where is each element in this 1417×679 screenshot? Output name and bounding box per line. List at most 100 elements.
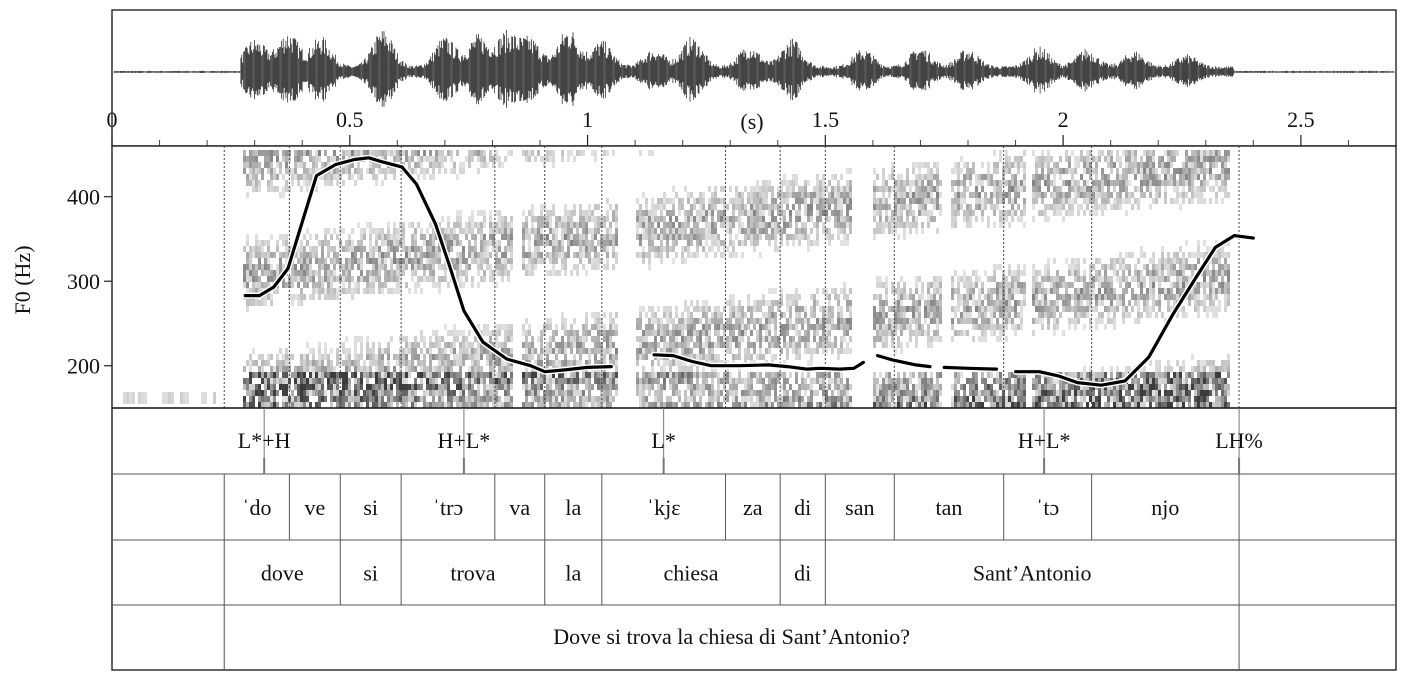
spectrogram-cell — [702, 228, 705, 234]
spectrogram-cell — [597, 378, 600, 384]
spectrogram-cell — [375, 174, 378, 180]
spectrogram-cell — [921, 174, 924, 180]
spectrogram-cell — [993, 186, 996, 192]
spectrogram-cell — [450, 342, 453, 348]
spectrogram-cell — [366, 168, 369, 174]
spectrogram-cell — [462, 378, 465, 384]
spectrogram-cell — [549, 216, 552, 222]
spectrogram-cell — [636, 252, 639, 258]
spectrogram-cell — [783, 192, 786, 198]
spectrogram-cell — [477, 348, 480, 354]
spectrogram-cell — [438, 252, 441, 258]
spectrogram-cell — [816, 180, 819, 186]
spectrogram-cell — [282, 402, 285, 408]
spectrogram-cell — [249, 168, 252, 174]
spectrogram-cell — [903, 180, 906, 186]
spectrogram-cell — [591, 234, 594, 240]
spectrogram-cell — [774, 312, 777, 318]
spectrogram-cell — [558, 384, 561, 390]
spectrogram-cell — [714, 342, 717, 348]
spectrogram-cell — [789, 318, 792, 324]
spectrogram-cell — [840, 372, 843, 378]
spectrogram-cell — [264, 264, 267, 270]
spectrogram-cell — [486, 390, 489, 396]
spectrogram-cell — [918, 312, 921, 318]
spectrogram-cell — [366, 336, 369, 342]
spectrogram-cell — [249, 354, 252, 360]
spectrogram-cell — [897, 324, 900, 330]
spectrogram-cell — [294, 174, 297, 180]
spectrogram-cell — [285, 234, 288, 240]
spectrogram-cell — [459, 228, 462, 234]
spectrogram-cell — [438, 372, 441, 378]
spectrogram-cell — [822, 324, 825, 330]
spectrogram-cell — [537, 402, 540, 408]
spectrogram-cell — [333, 150, 336, 156]
spectrogram-cell — [681, 198, 684, 204]
spectrogram-cell — [255, 246, 258, 252]
spectrogram-cell — [927, 174, 930, 180]
spectrogram-cell — [915, 222, 918, 228]
spectrogram-cell — [969, 204, 972, 210]
spectrogram-cell — [468, 348, 471, 354]
spectrogram-cell — [321, 378, 324, 384]
spectrogram-cell — [483, 348, 486, 354]
spectrogram-cell — [642, 342, 645, 348]
spectrogram-cell — [432, 174, 435, 180]
spectrogram-cell — [384, 150, 387, 156]
spectrogram-cell — [276, 150, 279, 156]
spectrogram-cell — [810, 324, 813, 330]
spectrogram-cell — [387, 390, 390, 396]
spectrogram-cell — [774, 330, 777, 336]
spectrogram-cell — [495, 330, 498, 336]
spectrogram-cell — [336, 360, 339, 366]
spectrogram-cell — [669, 360, 672, 366]
spectrogram-cell — [261, 240, 264, 246]
spectrogram-cell — [579, 258, 582, 264]
spectrogram-cell — [456, 240, 459, 246]
spectrogram-cell — [831, 210, 834, 216]
spectrogram-cell — [843, 192, 846, 198]
spectrogram-cell — [885, 342, 888, 348]
spectrogram-cell — [879, 390, 882, 396]
spectrogram-cell — [810, 396, 813, 402]
spectrogram-cell — [261, 282, 264, 288]
spectrogram-cell — [324, 372, 327, 378]
spectrogram-cell — [297, 300, 300, 306]
spectrogram-cell — [876, 186, 879, 192]
spectrogram-cell — [255, 234, 258, 240]
spectrogram-cell — [672, 258, 675, 264]
spectrogram-cell — [939, 390, 942, 396]
spectrogram-cell — [882, 318, 885, 324]
spectrogram-cell — [489, 366, 492, 372]
spectrogram-cell — [255, 390, 258, 396]
spectrogram-cell — [489, 222, 492, 228]
spectrogram-cell — [387, 342, 390, 348]
spectrogram-cell — [657, 318, 660, 324]
spectrogram-cell — [243, 162, 246, 168]
spectrogram-cell — [606, 348, 609, 354]
spectrogram-cell — [921, 372, 924, 378]
spectrogram-cell — [597, 312, 600, 318]
spectrogram-cell — [732, 246, 735, 252]
spectrogram-cell — [984, 336, 987, 342]
spectrogram-cell — [681, 366, 684, 372]
spectrogram-cell — [603, 150, 606, 156]
spectrogram-cell — [987, 396, 990, 402]
spectrogram-cell — [528, 228, 531, 234]
spectrogram-cell — [648, 252, 651, 258]
spectrogram-cell — [699, 354, 702, 360]
spectrogram-cell — [936, 288, 939, 294]
spectrogram-cell — [612, 252, 615, 258]
spectrogram-cell — [693, 204, 696, 210]
spectrogram-cell — [498, 216, 501, 222]
spectrogram-cell — [834, 384, 837, 390]
spectrogram-cell — [756, 198, 759, 204]
spectrogram-cell — [507, 324, 510, 330]
spectrogram-cell — [957, 168, 960, 174]
spectrogram-cell — [594, 258, 597, 264]
spectrogram-cell — [891, 402, 894, 408]
spectrogram-cell — [879, 372, 882, 378]
spectrogram-cell — [579, 252, 582, 258]
spectrogram-cell — [654, 330, 657, 336]
